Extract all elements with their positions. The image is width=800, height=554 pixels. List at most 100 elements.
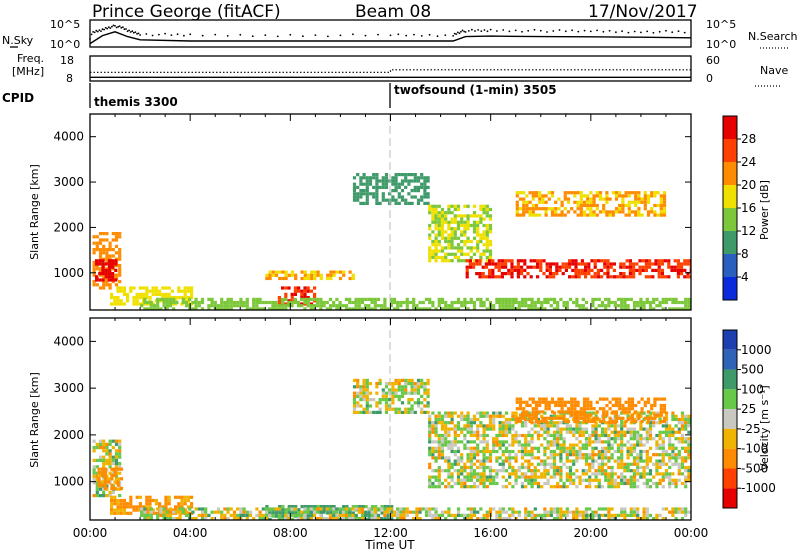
rti-cell [306,300,310,305]
rti-cell [662,210,667,214]
rti-cell [661,430,665,434]
rti-cell [118,270,122,274]
rti-cell [437,239,441,244]
rti-cell [508,417,512,422]
rti-cell [507,259,511,263]
rti-cell [386,510,390,514]
rti-cell [437,227,441,231]
rti-cell [591,433,595,438]
rti-cell [396,510,400,514]
rti-cell [485,307,489,310]
rti-cell [575,513,579,517]
rti-cell [394,378,398,382]
rti-cell [479,462,483,466]
rti-cell [168,300,173,305]
rti-cell [281,511,285,515]
colorbar-swatch [723,116,737,139]
rti-cell [573,200,577,204]
rti-cell [410,410,414,414]
rti-cell [545,275,549,279]
rti-cell [578,446,582,450]
rti-cell [338,513,342,517]
rti-cell [261,507,265,511]
rti-cell [118,264,122,268]
rti-cell [595,416,599,420]
rti-cell [370,510,374,514]
rti-cell [492,507,496,511]
rti-cell [559,459,563,463]
rti-cell [664,300,669,305]
rti-cell [408,510,413,514]
rti-cell [630,403,635,408]
rti-cell [456,243,461,247]
rti-cell [428,233,432,237]
rti-cell [644,262,648,266]
rti-cell [605,197,609,201]
rti-cell [383,513,387,517]
rti-cell [132,505,136,509]
rti-cell [639,453,643,457]
rti-cell [574,262,578,266]
rti-cell [463,437,467,441]
rti-cell [407,378,411,382]
rti-cell [653,413,657,417]
rti-cell [469,417,473,422]
rti-cell [200,297,205,301]
rti-cell [533,475,537,479]
rti-cell [258,297,262,301]
rti-cell [600,300,605,305]
rti-cell [618,407,622,411]
rti-cell [524,478,528,482]
rti-cell [466,204,470,208]
rti-cell [118,248,122,252]
freq-left-tick-bottom: 8 [66,72,73,85]
rti-cell [508,465,512,470]
rti-cell [661,307,665,310]
rti-cell [126,502,130,506]
rti-cell [525,200,529,204]
rti-cell [351,273,355,277]
rti-cell [431,453,435,457]
velocity-range-label: Slant Range [km] [28,372,41,468]
rti-cell [508,443,512,447]
rti-cell [543,437,547,441]
rti-cell [300,505,304,509]
rti-cell [621,203,625,208]
rti-cell [606,272,610,276]
rti-cell [581,469,585,473]
rti-cell [650,407,654,411]
rti-cell [520,268,524,272]
rti-cell [683,262,687,266]
rti-cell [600,440,605,444]
rti-cell [149,517,153,520]
rti-cell [431,513,435,517]
rti-cell [354,505,359,509]
rti-cell [440,246,445,250]
rti-cell [543,446,547,450]
rti-cell [479,517,483,520]
rti-cell [674,430,678,434]
rti-cell [552,297,557,301]
rti-cell [274,307,278,310]
rti-cell [277,302,281,306]
rti-cell [652,517,656,520]
rti-cell [397,195,401,199]
rti-cell [416,391,421,395]
rti-cell [510,259,514,263]
rti-cell [146,517,150,520]
rti-cell [101,259,105,263]
rti-cell [444,246,448,250]
rti-cell [514,440,518,444]
rti-cell [440,300,445,305]
rti-cell [648,456,653,460]
rti-cell [98,286,103,290]
rti-cell [463,243,467,247]
rti-cell [684,307,688,310]
rti-cell [392,300,397,305]
rti-cell [344,507,349,511]
rti-cell [544,419,548,424]
rti-cell [416,398,421,402]
rti-cell [562,300,566,305]
rti-cell [472,453,477,457]
